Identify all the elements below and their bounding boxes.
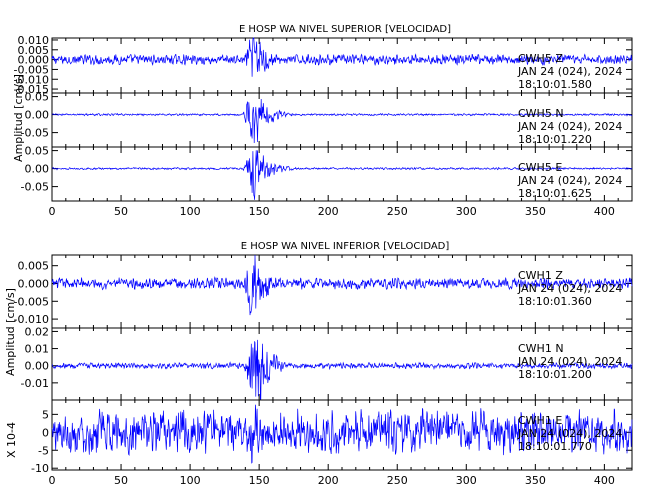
g0-panel0-time-label: 18:10:01.580: [518, 78, 592, 91]
g1-panel2-ytick-label: 0: [42, 426, 49, 439]
g0-xtick-label: 200: [318, 205, 339, 218]
g1-xtick-label: 150: [249, 474, 270, 487]
g0-panel0-ytick-label: -0.010: [14, 73, 49, 86]
g1-panel0-ytick-label: 0.000: [18, 277, 50, 290]
g1-panel2-time-label: 18:10:01.770: [518, 440, 592, 453]
g1-panel1-date-label: JAN 24 (024), 2024: [517, 355, 622, 368]
g0-panel0-date-label: JAN 24 (024), 2024: [517, 65, 622, 78]
g1-panel0-waveform-line: [51, 254, 633, 316]
g0-panel1-ytick-label: -0.05: [21, 127, 49, 140]
g0-xtick-label: 100: [180, 205, 201, 218]
lower-group-title: E HOSP WA NIVEL INFERIOR [VELOCIDAD]: [241, 241, 450, 252]
lower-y-axis-exponent-label: X 10-4: [5, 422, 18, 458]
g1-panel2-ytick-label: -10: [31, 462, 49, 475]
g0-panel0-ytick-label: 0.005: [18, 44, 50, 57]
g0-xtick-label: 300: [456, 205, 477, 218]
g0-panel1-waveform-line: [51, 98, 633, 144]
g1-panel2-waveform-line: [51, 404, 633, 464]
g1-panel1-ytick-label: 0.00: [25, 360, 50, 373]
g0-xtick-label: 150: [249, 205, 270, 218]
g0-panel2-ytick-label: 0.05: [25, 145, 50, 158]
g1-panel1-waveform-line: [51, 339, 633, 401]
g1-panel1-station-label: CWH1 N: [518, 342, 564, 355]
g0-xtick-label: 350: [525, 205, 546, 218]
g0-panel2-ytick-label: 0.00: [25, 163, 50, 176]
g1-panel0-time-label: 18:10:01.360: [518, 295, 592, 308]
g1-panel0-ytick-label: -0.005: [14, 295, 49, 308]
g1-xtick-label: 250: [387, 474, 408, 487]
g1-panel0-ytick-label: 0.005: [18, 260, 50, 273]
g1-xtick-label: 400: [594, 474, 615, 487]
g0-panel2-ytick-label: -0.05: [21, 181, 49, 194]
g1-xtick-label: 100: [180, 474, 201, 487]
g0-panel0-ytick-label: 0.000: [18, 54, 50, 67]
g1-xtick-label: 0: [49, 474, 56, 487]
g1-panel2-ytick-label: -5: [38, 444, 49, 457]
g1-panel2-ytick-label: 5: [42, 408, 49, 421]
g0-panel0-ytick-label: -0.015: [14, 83, 49, 96]
lower-y-axis-label: Amplitud [cm/s]: [4, 288, 17, 376]
g0-panel2-station-label: CWH5 E: [518, 161, 562, 174]
g1-panel1-ytick-label: 0.01: [25, 343, 50, 356]
g0-panel2-time-label: 18:10:01.625: [518, 187, 592, 200]
upper-group-title: E HOSP WA NIVEL SUPERIOR [VELOCIDAD]: [239, 24, 451, 35]
g0-panel0-waveform-line: [51, 37, 633, 77]
g1-panel1-ytick-label: 0.02: [25, 325, 50, 338]
g1-panel0-ytick-label: -0.010: [14, 313, 49, 326]
g1-panel1-time-label: 18:10:01.200: [518, 368, 592, 381]
g0-panel0-station-label: CWH5 Z: [518, 52, 563, 65]
g0-panel2-waveform-line: [51, 150, 633, 200]
g0-xtick-label: 400: [594, 205, 615, 218]
g0-panel1-ytick-label: 0.00: [25, 109, 50, 122]
g0-xtick-label: 250: [387, 205, 408, 218]
g0-panel2-date-label: JAN 24 (024), 2024: [517, 174, 622, 187]
g1-panel0-date-label: JAN 24 (024), 2024: [517, 282, 622, 295]
g1-xtick-label: 200: [318, 474, 339, 487]
g1-xtick-label: 350: [525, 474, 546, 487]
g0-panel0-ytick-label: -0.005: [14, 63, 49, 76]
g0-panel1-ytick-label: 0.05: [25, 91, 50, 104]
g0-panel1-time-label: 18:10:01.220: [518, 133, 592, 146]
g1-panel2-date-label: JAN 24 (024), 2024: [517, 427, 622, 440]
g1-panel2-station-label: CWH1 E: [518, 414, 562, 427]
g1-panel0-station-label: CWH1 Z: [518, 269, 563, 282]
g1-xtick-label: 300: [456, 474, 477, 487]
g0-xtick-label: 50: [114, 205, 128, 218]
upper-y-axis-label: Amplitud [cm/s]: [12, 74, 25, 162]
g0-xtick-label: 0: [49, 205, 56, 218]
g0-panel1-date-label: JAN 24 (024), 2024: [517, 120, 622, 133]
g1-panel1-ytick-label: -0.01: [21, 377, 49, 390]
g0-panel0-ytick-label: 0.010: [18, 34, 50, 47]
g1-xtick-label: 50: [114, 474, 128, 487]
g0-panel1-station-label: CWH5 N: [518, 107, 564, 120]
